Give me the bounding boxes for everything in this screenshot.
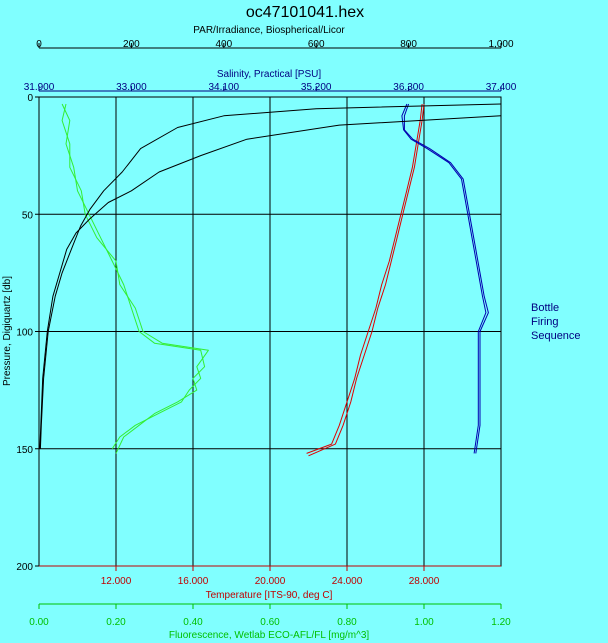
fluorescence-tick-label: 0.40 <box>183 617 203 628</box>
salinity-tick-label: 37.400 <box>486 82 517 93</box>
salinity-tick-label: 34.100 <box>209 82 240 93</box>
fluorescence-tick-label: 0.00 <box>29 617 49 628</box>
fluorescence-tick-label: 0.20 <box>106 617 126 628</box>
series-layer <box>39 103 502 457</box>
par-tick-label: 200 <box>123 39 140 50</box>
salinity-axis-label: Salinity, Practical [PSU] <box>217 69 322 80</box>
temperature-tick-label: 24.000 <box>332 576 363 587</box>
fluorescence-series-line-4 <box>61 103 206 454</box>
fluorescence-tick-label: 1.00 <box>414 617 434 628</box>
salinity-series-line-3 <box>401 103 487 454</box>
bottle-label-line3: Sequence <box>531 330 581 342</box>
chart-title: oc47101041.hex <box>246 4 364 21</box>
grid-lines <box>39 97 501 566</box>
par-tick-label: 600 <box>308 39 325 50</box>
par-tick-label: 0 <box>36 39 42 50</box>
temperature-series-line-1 <box>306 103 423 454</box>
par-axis-label: PAR/Irradiance, Biospherical/Licor <box>193 25 345 36</box>
pressure-tick-label: 200 <box>16 562 33 573</box>
par-tick-label: 1,000 <box>488 39 513 50</box>
pressure-tick-label: 150 <box>16 445 33 456</box>
bottle-label-line1: Bottle <box>531 302 559 314</box>
par-tick-label: 400 <box>215 39 232 50</box>
temperature-axis-label: Temperature [ITS-90, deg C] <box>206 590 333 601</box>
fluorescence-tick-label: 0.80 <box>337 617 357 628</box>
temperature-tick-label: 28.000 <box>409 576 440 587</box>
temperature-tick-label: 12.000 <box>101 576 132 587</box>
par-series-line-7 <box>39 115 502 449</box>
bottle-label-line2: Firing <box>531 316 559 328</box>
fluorescence-tick-label: 1.20 <box>491 617 511 628</box>
par-tick-label: 800 <box>400 39 417 50</box>
temperature-tick-label: 16.000 <box>178 576 209 587</box>
salinity-tick-label: 33.000 <box>116 82 147 93</box>
temperature-series-line-0 <box>308 103 425 457</box>
fluorescence-axis-label: Fluorescence, Wetlab ECO-AFL/FL [mg/m^3] <box>169 630 370 641</box>
fluorescence-axis-ticks: 0.00 0.20 0.40 0.60 0.80 1.00 1.20 <box>29 603 511 628</box>
temperature-tick-label: 20.000 <box>255 576 286 587</box>
pressure-axis-ticks: 0 50 100 150 200 <box>16 93 39 573</box>
salinity-series-line-2 <box>403 103 489 454</box>
pressure-tick-label: 100 <box>16 328 33 339</box>
fluorescence-tick-label: 0.60 <box>260 617 280 628</box>
salinity-tick-label: 35.200 <box>301 82 332 93</box>
pressure-tick-label: 0 <box>27 93 33 104</box>
fluorescence-series-line-5 <box>61 103 209 450</box>
salinity-axis-ticks: 31.900 33.000 34.100 35.200 36.300 37.400 <box>24 82 517 93</box>
par-series-line-6 <box>39 103 502 449</box>
salinity-tick-label: 31.900 <box>24 82 55 93</box>
salinity-tick-label: 36.300 <box>393 82 424 93</box>
temperature-axis-ticks: 12.000 16.000 20.000 24.000 28.000 <box>39 565 501 587</box>
pressure-tick-label: 50 <box>22 210 34 221</box>
pressure-axis-label: Pressure, Digiquartz [db] <box>2 276 13 386</box>
par-axis-ticks: 0 200 400 600 800 1,000 <box>36 39 514 50</box>
